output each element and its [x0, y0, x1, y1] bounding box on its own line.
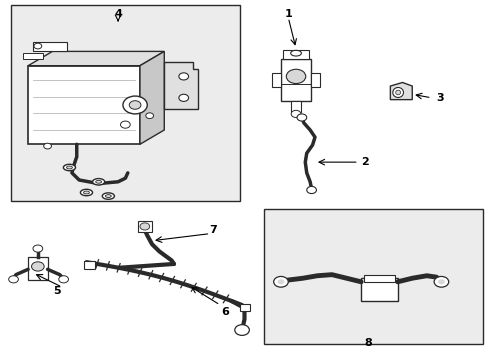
- Circle shape: [33, 245, 42, 252]
- Circle shape: [277, 279, 284, 284]
- Ellipse shape: [102, 193, 114, 199]
- Text: 7: 7: [208, 225, 216, 235]
- Ellipse shape: [80, 189, 92, 196]
- Circle shape: [120, 121, 130, 128]
- Text: 8: 8: [364, 338, 371, 347]
- Bar: [11, 5, 239, 202]
- Circle shape: [122, 96, 147, 114]
- Ellipse shape: [96, 180, 102, 183]
- Bar: [290, 101, 301, 112]
- Ellipse shape: [290, 50, 301, 56]
- Bar: [310, 73, 319, 87]
- Bar: [283, 50, 308, 59]
- Bar: [28, 257, 47, 280]
- Ellipse shape: [105, 195, 111, 198]
- Text: 4: 4: [114, 9, 122, 19]
- Ellipse shape: [66, 166, 72, 169]
- Bar: [28, 66, 140, 144]
- Circle shape: [129, 101, 141, 109]
- Circle shape: [59, 276, 68, 283]
- Ellipse shape: [63, 164, 75, 171]
- Bar: [23, 53, 42, 59]
- Text: 1: 1: [284, 9, 291, 19]
- Ellipse shape: [83, 191, 89, 194]
- Bar: [264, 208, 482, 344]
- Circle shape: [31, 262, 44, 271]
- Circle shape: [290, 111, 300, 117]
- Ellipse shape: [395, 90, 400, 95]
- Circle shape: [34, 43, 41, 49]
- Polygon shape: [28, 51, 164, 66]
- Bar: [137, 221, 152, 232]
- Text: 5: 5: [53, 286, 61, 296]
- Text: 6: 6: [221, 307, 228, 317]
- Circle shape: [234, 325, 249, 336]
- Bar: [281, 59, 310, 102]
- Polygon shape: [164, 62, 198, 109]
- Bar: [84, 261, 95, 269]
- Circle shape: [43, 143, 51, 149]
- Bar: [239, 303, 250, 311]
- Circle shape: [145, 113, 153, 118]
- Circle shape: [306, 186, 316, 194]
- Bar: [363, 275, 394, 282]
- Circle shape: [9, 276, 19, 283]
- Polygon shape: [389, 82, 411, 100]
- Bar: [33, 42, 67, 51]
- Polygon shape: [140, 51, 164, 144]
- Text: 2: 2: [361, 157, 368, 167]
- Bar: [272, 73, 281, 87]
- Circle shape: [179, 73, 188, 80]
- Circle shape: [296, 114, 306, 121]
- Circle shape: [437, 279, 444, 284]
- Circle shape: [433, 276, 448, 287]
- Circle shape: [140, 223, 149, 230]
- Ellipse shape: [92, 179, 104, 185]
- Ellipse shape: [392, 87, 403, 98]
- Circle shape: [286, 69, 305, 84]
- Circle shape: [179, 94, 188, 102]
- Text: 3: 3: [436, 93, 443, 103]
- Bar: [361, 278, 397, 301]
- Circle shape: [273, 276, 287, 287]
